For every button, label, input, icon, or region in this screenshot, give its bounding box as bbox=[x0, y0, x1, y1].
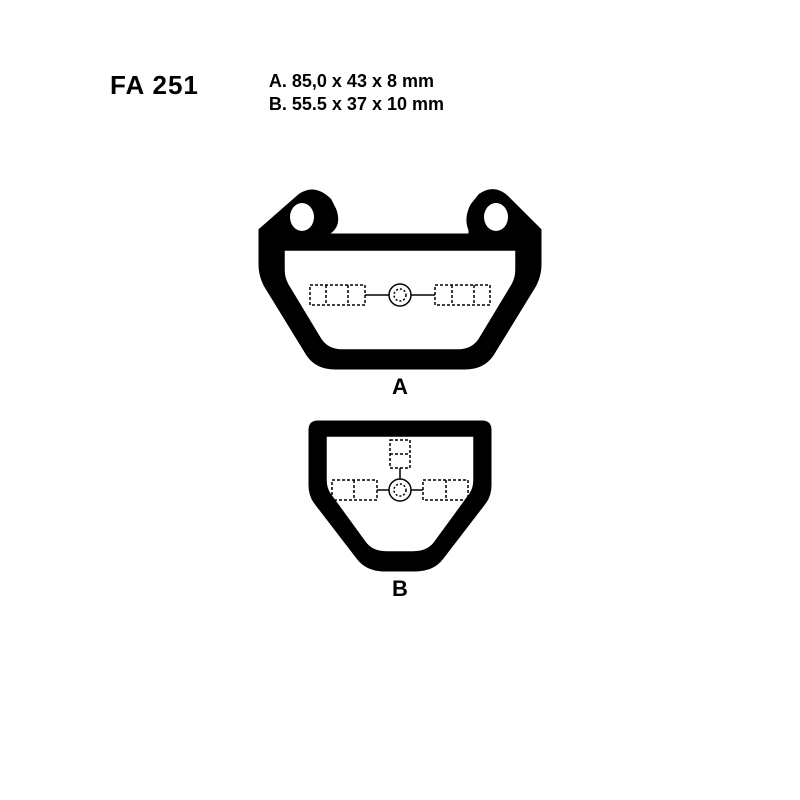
dim-row-b: B. 55.5 x 37 x 10 mm bbox=[269, 93, 444, 116]
part-number: FA 251 bbox=[110, 70, 199, 101]
pad-a-hole-left bbox=[290, 203, 314, 231]
dim-b-label: B. bbox=[269, 94, 287, 114]
dimensions-block: A. 85,0 x 43 x 8 mm B. 55.5 x 37 x 10 mm bbox=[269, 70, 444, 117]
dim-a-value: 85,0 x 43 x 8 mm bbox=[292, 71, 434, 91]
dim-b-value: 55.5 x 37 x 10 mm bbox=[292, 94, 444, 114]
svg-canvas: AB bbox=[110, 130, 690, 650]
pad-a-label: A bbox=[392, 374, 408, 399]
pad-a-hole-right bbox=[484, 203, 508, 231]
pad-b-label: B bbox=[392, 576, 408, 601]
dim-row-a: A. 85,0 x 43 x 8 mm bbox=[269, 70, 444, 93]
dim-a-label: A. bbox=[269, 71, 287, 91]
brake-pad-diagram: AB bbox=[0, 130, 800, 650]
pad-a-inner bbox=[284, 250, 516, 350]
header: FA 251 A. 85,0 x 43 x 8 mm B. 55.5 x 37 … bbox=[110, 70, 444, 117]
